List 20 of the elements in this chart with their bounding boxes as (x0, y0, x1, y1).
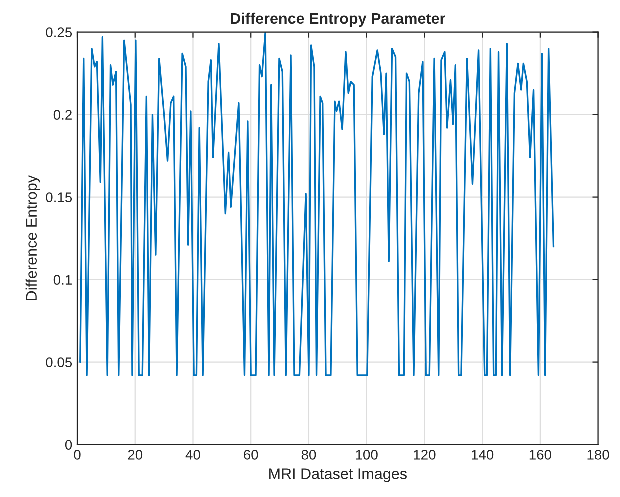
x-axis-title: MRI Dataset Images (270, 468, 407, 482)
y-tick-label: 0.1 (54, 275, 72, 285)
x-tick-label: 180 (588, 450, 610, 460)
y-tick-label: 0.05 (46, 358, 72, 368)
x-tick-label: 100 (356, 450, 378, 460)
x-tick-label: 80 (302, 450, 316, 460)
x-tick-label: 40 (186, 450, 200, 460)
y-tick-label: 0.2 (54, 110, 72, 120)
y-axis-title: Difference Entropy (26, 175, 40, 300)
line-series (80, 32, 555, 376)
x-tick-label: 60 (244, 450, 258, 460)
y-tick-label: 0.15 (46, 192, 72, 202)
x-tick-label: 140 (472, 450, 494, 460)
chart-title: Difference Entropy Parameter (231, 12, 446, 28)
x-tick-label: 160 (530, 450, 552, 460)
x-tick-label: 20 (128, 450, 143, 460)
y-tick-label: 0 (65, 440, 72, 450)
y-tick-label: 0.25 (46, 28, 72, 38)
x-tick-label: 0 (74, 450, 81, 460)
x-tick-label: 120 (414, 450, 436, 460)
